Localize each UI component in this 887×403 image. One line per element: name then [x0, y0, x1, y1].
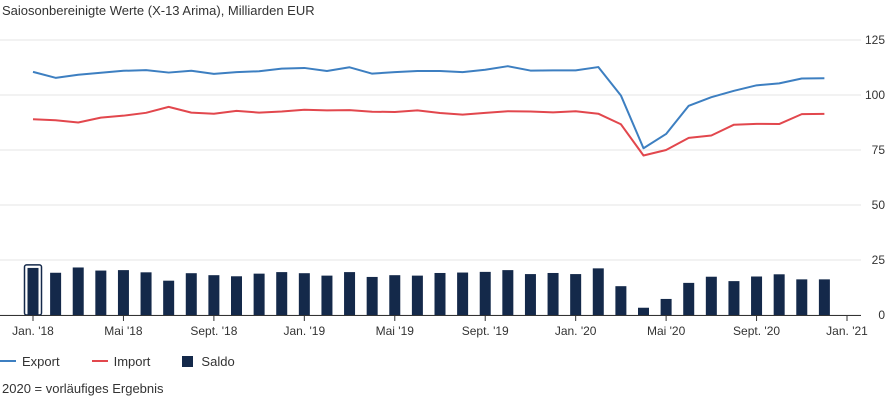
y-tick-label: 50 — [872, 198, 886, 212]
saldo-bar[interactable] — [547, 272, 559, 315]
saldo-bar[interactable] — [683, 282, 695, 315]
saldo-bar[interactable] — [117, 270, 129, 315]
saldo-bar[interactable] — [208, 275, 220, 315]
saldo-bar[interactable] — [638, 307, 649, 315]
saldo-bar[interactable] — [524, 274, 536, 315]
x-tick-label: Sept. '19 — [462, 324, 509, 338]
saldo-bar[interactable] — [615, 286, 627, 315]
saldo-bar[interactable] — [796, 279, 808, 315]
chart-svg: 0 25 50 75 100 125 Jan. '18 Mai '18 Sept. '18 Jan… — [0, 33, 885, 338]
chart-title: Saiosonbereinigte Werte (X-13 Arima), Mi… — [2, 3, 315, 18]
footnote: 2020 = vorläufiges Ergebnis — [2, 381, 164, 396]
x-tick-label: Jan. '21 — [826, 324, 868, 338]
axis-layer: 0 25 50 75 100 125 Jan. '18 Mai '18 Sept. '18 Jan… — [0, 33, 885, 338]
saldo-bar[interactable] — [321, 275, 333, 315]
saldo-bar[interactable] — [27, 267, 39, 315]
saldo-bar[interactable] — [818, 279, 830, 315]
x-tick-label: Sept. '18 — [190, 324, 237, 338]
saldo-bar[interactable] — [570, 274, 582, 315]
saldo-bar[interactable] — [253, 273, 265, 315]
legend: Export Import Saldo — [0, 351, 267, 371]
y-tick-label: 100 — [865, 88, 885, 102]
legend-item-export[interactable]: Export — [0, 354, 60, 369]
x-tick-label: Jan. '20 — [555, 324, 597, 338]
series-line-export[interactable] — [32, 65, 825, 150]
bar-layer — [23, 264, 830, 316]
legend-item-saldo[interactable]: Saldo — [182, 353, 235, 369]
x-tick-label: Sept. '20 — [733, 324, 780, 338]
saldo-bar[interactable] — [457, 272, 469, 315]
series-line-import[interactable] — [32, 105, 825, 157]
saldo-bar[interactable] — [660, 298, 672, 315]
saldo-bar[interactable] — [276, 272, 288, 315]
x-tick-label: Jan. '18 — [12, 324, 54, 338]
saldo-bar[interactable] — [140, 272, 152, 315]
grid-layer — [0, 39, 861, 316]
saldo-bar[interactable] — [298, 273, 310, 315]
line-layer — [32, 65, 825, 157]
saldo-bar[interactable] — [751, 276, 763, 316]
y-tick-label: 25 — [872, 253, 886, 267]
x-tick-label: Jan. '19 — [284, 324, 326, 338]
y-tick-label: 75 — [872, 143, 886, 157]
saldo-bar[interactable] — [231, 276, 242, 315]
x-tick-label: Mai '20 — [647, 324, 686, 338]
saldo-bar[interactable] — [411, 275, 423, 315]
legend-swatch-import — [91, 360, 108, 362]
saldo-bar[interactable] — [72, 267, 84, 315]
saldo-bar[interactable] — [773, 274, 785, 315]
legend-label-export: Export — [22, 353, 60, 369]
y-tick-label: 125 — [865, 33, 885, 47]
saldo-bar[interactable] — [479, 271, 491, 315]
saldo-bar[interactable] — [185, 273, 197, 315]
legend-swatch-saldo — [182, 355, 194, 367]
legend-swatch-export — [0, 360, 16, 362]
saldo-bar[interactable] — [434, 272, 446, 315]
saldo-bar[interactable] — [344, 272, 356, 315]
saldo-bar[interactable] — [389, 275, 401, 315]
saldo-bar[interactable] — [728, 281, 740, 315]
saldo-bar[interactable] — [502, 270, 514, 315]
saldo-bar[interactable] — [163, 280, 175, 315]
legend-label-saldo: Saldo — [201, 353, 235, 369]
saldo-bar[interactable] — [366, 276, 378, 315]
x-tick-label: Mai '19 — [376, 324, 415, 338]
y-tick-label: 0 — [878, 308, 885, 322]
legend-label-import: Import — [113, 353, 151, 369]
saldo-bar[interactable] — [592, 268, 604, 315]
saldo-bar[interactable] — [50, 272, 62, 315]
saldo-bar[interactable] — [705, 276, 717, 315]
x-tick-label: Mai '18 — [104, 324, 143, 338]
legend-item-import[interactable]: Import — [91, 353, 151, 369]
saldo-bar[interactable] — [95, 270, 107, 315]
